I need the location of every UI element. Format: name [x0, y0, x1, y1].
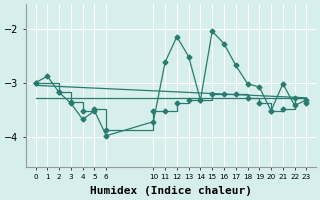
- X-axis label: Humidex (Indice chaleur): Humidex (Indice chaleur): [90, 186, 252, 196]
